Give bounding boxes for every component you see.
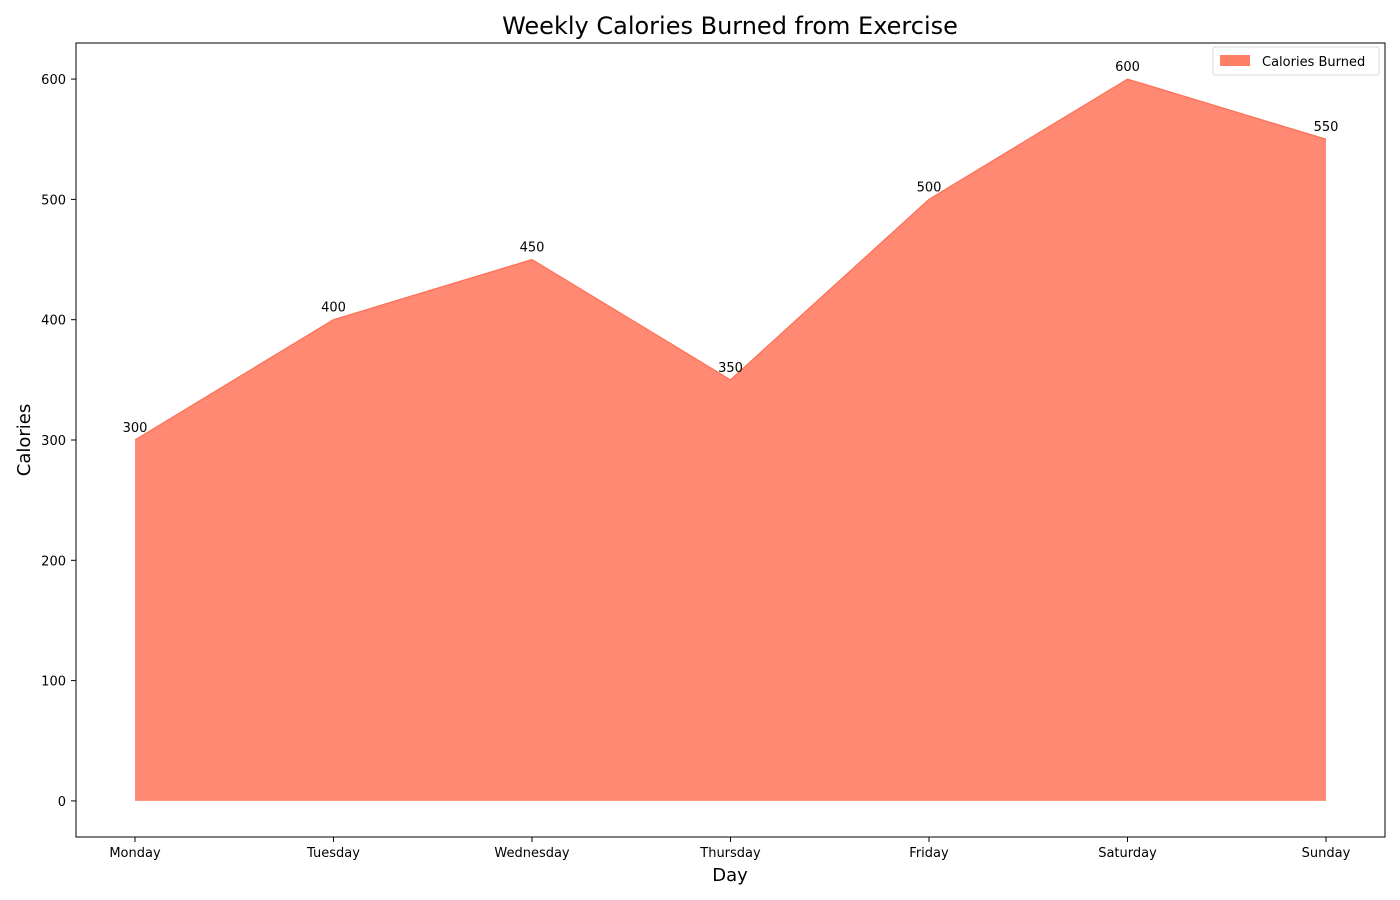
data-label: 400: [321, 301, 346, 316]
area-series: [135, 79, 1326, 801]
x-axis: Monday Tuesday Wednesday Thursday Friday Satu…: [109, 837, 1351, 861]
legend-swatch: [1220, 55, 1250, 66]
x-tick-label: Wednesday: [494, 846, 570, 861]
y-tick-label: 0: [58, 795, 66, 810]
x-tick-label: Sunday: [1302, 846, 1351, 861]
x-tick-label: Thursday: [699, 846, 761, 861]
chart-title: Weekly Calories Burned from Exercise: [502, 12, 958, 40]
y-axis: 0 100 200 300 400 500 600: [41, 73, 76, 810]
y-tick-label: 200: [41, 554, 66, 569]
y-tick-label: 100: [41, 675, 66, 690]
plot-frame: [75, 42, 1386, 838]
x-tick-label: Friday: [909, 846, 949, 861]
area-series-line: [134, 78, 1327, 441]
data-label: 350: [718, 361, 743, 376]
y-tick-label: 300: [41, 434, 66, 449]
data-label: 300: [123, 421, 148, 436]
y-axis-label: Calories: [14, 404, 35, 476]
x-tick-label: Tuesday: [306, 846, 360, 861]
data-label: 500: [917, 180, 942, 195]
x-tick-label: Saturday: [1098, 846, 1157, 861]
y-tick-label: 500: [41, 193, 66, 208]
data-label: 450: [520, 241, 545, 256]
legend-label: Calories Burned: [1262, 55, 1365, 70]
y-tick-label: 400: [41, 314, 66, 329]
y-tick-label: 600: [41, 73, 66, 88]
area-layer: [134, 78, 1327, 801]
data-label-layer: 300 400 450 350 500 600 550: [123, 60, 1339, 436]
x-axis-label: Day: [712, 865, 748, 886]
data-label: 600: [1115, 60, 1140, 75]
legend-box: [1212, 46, 1380, 76]
data-label: 550: [1314, 120, 1339, 135]
legend: Calories Burned: [1212, 46, 1380, 76]
x-tick-label: Monday: [109, 846, 161, 861]
